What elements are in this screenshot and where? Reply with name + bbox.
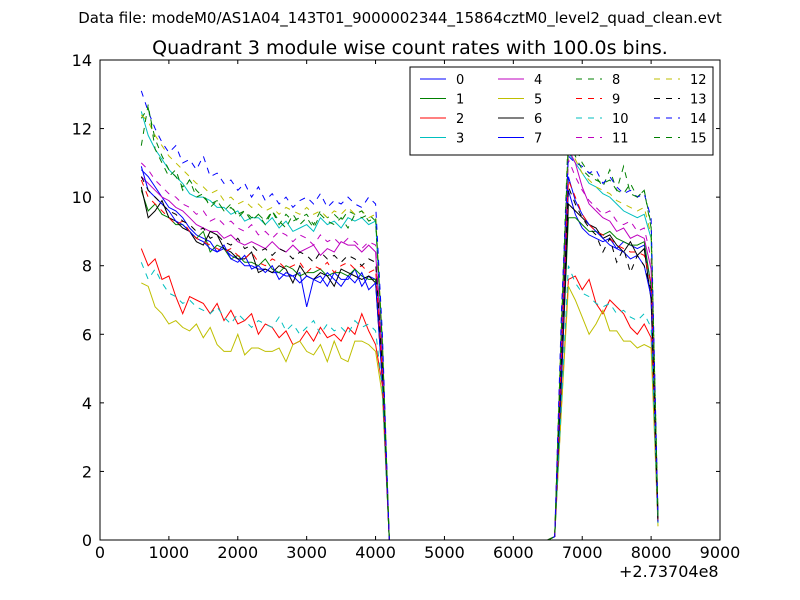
y-tick-label: 8 [82,257,92,276]
plot-frame [99,59,721,541]
legend-label-12: 12 [690,73,707,88]
legend-label-11: 11 [612,132,629,147]
legend-label-5: 5 [534,93,542,108]
legend-label-1: 1 [456,93,464,108]
x-tick-label: 9000 [700,543,741,562]
legend-box [409,66,714,156]
series-line-13 [140,176,659,541]
x-tick-label: 8000 [631,543,672,562]
legend-label-10: 10 [612,112,629,127]
x-tick-label: 2000 [217,543,258,562]
y-tick-label: 0 [82,531,92,550]
legend-label-14: 14 [690,112,707,127]
y-tick-label: 12 [72,120,92,139]
x-axis-offset-label: +2.73704e8 [619,562,719,581]
axis-ticks: 0 1000 2000 3000 4000 5000 6000 7000 8000 9000 0 2 4… [72,51,741,562]
series-line-1 [140,190,659,541]
y-tick-label: 6 [82,325,92,344]
series-line-3 [140,111,659,541]
x-tick-label: 0 [95,543,105,562]
y-tick-label: 10 [72,188,92,207]
legend-label-3: 3 [456,132,464,147]
legend-label-13: 13 [690,93,707,108]
legend-label-9: 9 [612,93,620,108]
x-tick-label: 1000 [149,543,190,562]
y-tick-label: 4 [82,394,92,413]
x-tick-label: 6000 [493,543,534,562]
series-line-6 [140,186,659,541]
series-line-0 [140,169,659,541]
chart-suptitle: Data file: modeM0/AS1A04_143T01_90000023… [78,9,722,27]
y-tick-label: 2 [82,462,92,481]
legend-label-2: 2 [456,112,464,127]
series-line-15 [140,104,659,541]
series-line-5 [141,282,659,541]
series-line-8 [140,106,659,541]
series-line-12 [140,114,659,541]
series-line-11 [140,159,659,541]
legend-label-15: 15 [690,132,707,147]
x-tick-label: 5000 [424,543,465,562]
x-tick-label: 7000 [562,543,603,562]
y-tick-label: 14 [72,51,92,70]
series-line-14 [140,90,659,541]
series-line-10 [140,262,659,541]
legend-label-7: 7 [534,132,542,147]
legend-label-4: 4 [534,73,542,88]
legend-label-6: 6 [534,112,542,127]
series-line-9 [140,179,659,541]
x-tick-label: 4000 [355,543,396,562]
series-layer [140,90,659,541]
legend-label-0: 0 [456,73,464,88]
chart-title: Quadrant 3 module wise count rates with … [152,37,668,59]
x-tick-label: 3000 [286,543,327,562]
series-line-2 [140,248,659,541]
legend-label-8: 8 [612,73,620,88]
